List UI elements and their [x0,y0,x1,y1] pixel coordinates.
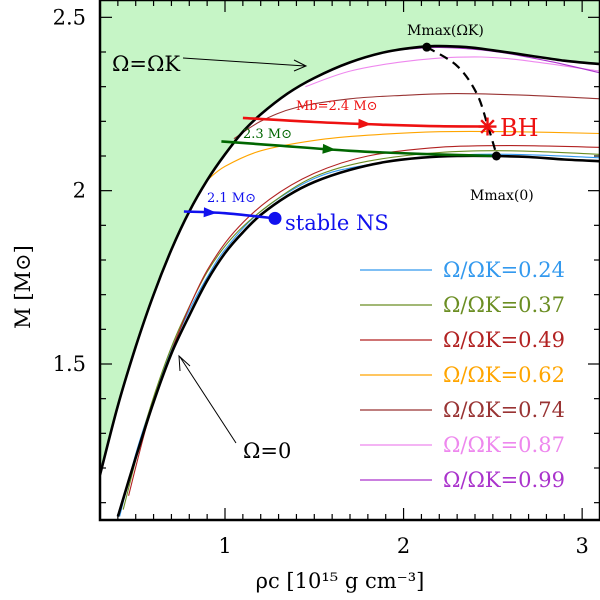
baryon-mass-tracks [183,116,497,220]
baryon-track-1 [221,140,497,158]
mb-23-label: 2.3 M⊙ [243,127,292,142]
static-pointer-arrow [179,356,237,444]
stable-ns-marker [268,211,282,225]
baryon-track-arrow-1 [322,143,336,154]
x-axis-label: ρc [10¹⁵ g cm⁻³] [256,569,425,593]
unstable-region-fill [100,0,600,475]
static-pointer-head [178,354,191,372]
y-tick-label: 1.5 [53,352,86,376]
mb-21-label: 2.1 M⊙ [207,191,256,206]
x-tick-label: 2 [397,534,410,558]
kepler-pointer-arrow [182,57,306,67]
y-tick-label: 2.5 [53,5,86,29]
legend-label-2: Ω/ΩK=0.49 [443,328,565,352]
legend-label-1: Ω/ΩK=0.37 [443,293,565,317]
rotation-sequence-3 [206,130,600,181]
bh-marker [478,117,497,136]
x-tick-label: 3 [575,534,588,558]
kepler-sequence-curve [100,44,600,476]
axis-ticks [100,0,600,520]
baryon-track-arrow-2 [203,207,217,218]
baryon-track-0 [242,116,488,128]
bh-label: BH [500,114,539,142]
rotation-sequence-5 [305,56,600,88]
legend-label-3: Ω/ΩK=0.62 [443,363,565,387]
legend-label-4: Ω/ΩK=0.74 [443,398,565,422]
legend: Ω/ΩK=0.24 Ω/ΩK=0.37 Ω/ΩK=0.49 Ω/ΩK=0.62 Ω/ΩK… [360,258,565,492]
legend-label-0: Ω/ΩK=0.24 [443,258,565,282]
y-tick-label: 2 [73,179,86,203]
markers [268,42,501,225]
kepler-curve-label: Ω=ΩK [112,52,180,76]
mmax-static-label: Mmax(0) [470,188,534,204]
stable-ns-label: stable NS [285,211,389,235]
y-axis-label: M [M⊙] [11,245,35,329]
baryon-track-arrow-0 [358,118,372,129]
stability-limit [426,46,498,155]
mb-24-label: Mb=2.4 M⊙ [296,99,378,114]
tick-labels: 1 2 3 1.5 2 2.5 [53,5,589,558]
x-tick-label: 1 [218,534,231,558]
mmax-kepler-marker [422,42,432,52]
mmax-static-marker [491,151,501,161]
static-curve-label: Ω=0 [243,439,291,463]
region-fill [100,0,600,475]
baryon-track-2 [183,210,276,220]
stability-limit-line [426,46,498,155]
legend-label-5: Ω/ΩK=0.87 [443,433,565,457]
legend-label-6: Ω/ΩK=0.99 [443,468,565,492]
mmax-kepler-label: Mmax(ΩK) [407,23,484,39]
kepler-pointer-head [293,59,308,72]
